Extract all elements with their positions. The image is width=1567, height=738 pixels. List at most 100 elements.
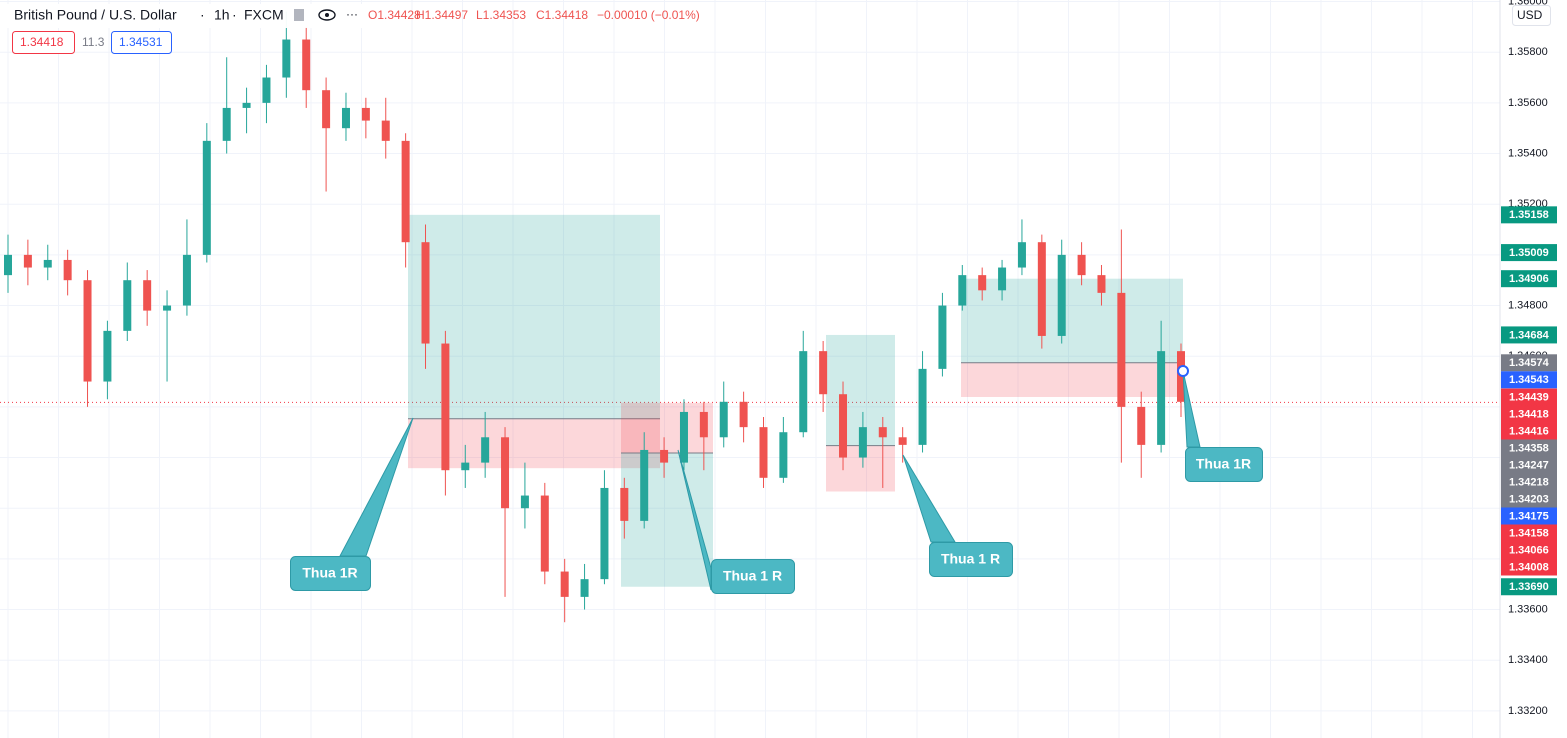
price-tag bbox=[1501, 456, 1557, 474]
candle-body bbox=[958, 275, 967, 306]
candle-body bbox=[322, 90, 331, 129]
change: −0.00010 (−0.01%) bbox=[597, 8, 700, 22]
callout-box[interactable] bbox=[1185, 447, 1263, 482]
source: FXCM bbox=[244, 7, 284, 23]
candle-body bbox=[23, 254, 32, 268]
price-tag-label: 1.34158 bbox=[1509, 527, 1549, 539]
price-tag-label: 1.34218 bbox=[1509, 476, 1549, 488]
candle-body bbox=[43, 259, 52, 268]
flag-icon[interactable] bbox=[294, 9, 304, 21]
price-axis: 1.332001.334001.336001.338001.340001.342… bbox=[1501, 0, 1557, 717]
candle-body bbox=[799, 351, 808, 433]
candle-body bbox=[242, 102, 251, 108]
candle-body bbox=[640, 449, 649, 521]
candle-body bbox=[262, 77, 271, 103]
separator: · bbox=[232, 7, 237, 23]
symbol: British Pound / U.S. Dollar bbox=[14, 7, 177, 23]
price-tag bbox=[1501, 244, 1557, 262]
stop-zone[interactable] bbox=[961, 362, 1183, 397]
bid-price: 1.34418 bbox=[20, 35, 64, 49]
candle-body bbox=[1097, 275, 1106, 293]
ohlc-high: H1.34497 bbox=[416, 8, 468, 22]
separator: · bbox=[200, 7, 205, 23]
candle-body bbox=[600, 487, 609, 580]
candle-body bbox=[4, 254, 12, 276]
price-tag-label: 1.35158 bbox=[1509, 209, 1549, 221]
callout-box[interactable] bbox=[711, 559, 795, 594]
candle-body bbox=[63, 259, 72, 281]
candle-body bbox=[660, 449, 669, 463]
price-tag bbox=[1501, 371, 1557, 389]
candle-body bbox=[202, 140, 211, 255]
candle-body bbox=[1017, 242, 1026, 268]
candle-body bbox=[163, 305, 172, 311]
candle-body bbox=[501, 437, 510, 509]
candle-body bbox=[540, 495, 549, 572]
candle-body bbox=[580, 579, 589, 597]
candle-body bbox=[83, 280, 92, 382]
candle-body bbox=[282, 39, 291, 78]
candle-body bbox=[998, 267, 1007, 291]
callout-box[interactable] bbox=[290, 556, 371, 591]
price-tag bbox=[1501, 558, 1557, 576]
candle-body bbox=[1037, 242, 1046, 336]
price-tag bbox=[1501, 405, 1557, 423]
y-tick-label: 1.35600 bbox=[1508, 97, 1548, 109]
spread: 11.3 bbox=[82, 35, 105, 49]
price-tag bbox=[1501, 507, 1557, 525]
ohlc-low: L1.34353 bbox=[476, 8, 526, 22]
candle-body bbox=[978, 275, 987, 291]
callout-box[interactable] bbox=[929, 542, 1013, 577]
candle-body bbox=[123, 280, 132, 331]
price-tag-label: 1.34247 bbox=[1509, 459, 1549, 471]
price-tag-label: 1.34439 bbox=[1509, 391, 1549, 403]
candle-body bbox=[1057, 254, 1066, 336]
stop-zone[interactable] bbox=[621, 402, 713, 453]
buy-button[interactable] bbox=[111, 31, 172, 54]
y-tick-label: 1.34800 bbox=[1508, 299, 1548, 311]
target-zone[interactable] bbox=[621, 452, 713, 587]
candle-body bbox=[719, 401, 728, 438]
price-tag-label: 1.34543 bbox=[1509, 374, 1549, 386]
candle-body bbox=[1157, 351, 1166, 445]
candles bbox=[4, 11, 1185, 623]
price-tag bbox=[1501, 206, 1557, 224]
sell-button[interactable] bbox=[12, 31, 75, 54]
price-tag bbox=[1501, 524, 1557, 542]
eye-icon[interactable] bbox=[318, 9, 336, 21]
price-tag bbox=[1501, 388, 1557, 406]
candle-body bbox=[361, 107, 370, 121]
price-tag bbox=[1501, 354, 1557, 372]
price-tag-label: 1.34008 bbox=[1509, 561, 1549, 573]
price-tag-label: 1.34906 bbox=[1509, 273, 1549, 285]
candle-body bbox=[858, 427, 867, 458]
price-tag bbox=[1501, 541, 1557, 559]
header: British Pound / U.S. Dollar · 1h · FXCM … bbox=[6, 4, 1551, 54]
header-bg bbox=[6, 4, 368, 28]
candle-body bbox=[441, 343, 450, 471]
callout-text: Thua 1R bbox=[302, 565, 357, 581]
callout-text: Thua 1 R bbox=[723, 568, 782, 584]
price-tag bbox=[1501, 270, 1557, 288]
ohlc-open: O1.34428 bbox=[368, 8, 421, 22]
stop-zone[interactable] bbox=[408, 418, 660, 469]
candle-body bbox=[421, 242, 430, 344]
candle-body bbox=[938, 305, 947, 369]
target-zone[interactable] bbox=[961, 278, 1183, 363]
candle-body bbox=[739, 401, 748, 428]
candle-body bbox=[143, 280, 152, 311]
drag-handle[interactable] bbox=[1177, 365, 1189, 377]
candle-body bbox=[222, 107, 231, 141]
price-tag bbox=[1501, 473, 1557, 491]
candle-body bbox=[481, 437, 490, 463]
ask-price: 1.34531 bbox=[119, 35, 163, 49]
ohlc-close: C1.34418 bbox=[536, 8, 588, 22]
currency: USD bbox=[1517, 8, 1543, 22]
currency-select[interactable] bbox=[1512, 5, 1551, 26]
target-zone[interactable] bbox=[408, 214, 660, 419]
more-icon[interactable]: ··· bbox=[346, 7, 358, 21]
price-tag-label: 1.34203 bbox=[1509, 493, 1549, 505]
price-tag-label: 1.34175 bbox=[1509, 510, 1549, 522]
